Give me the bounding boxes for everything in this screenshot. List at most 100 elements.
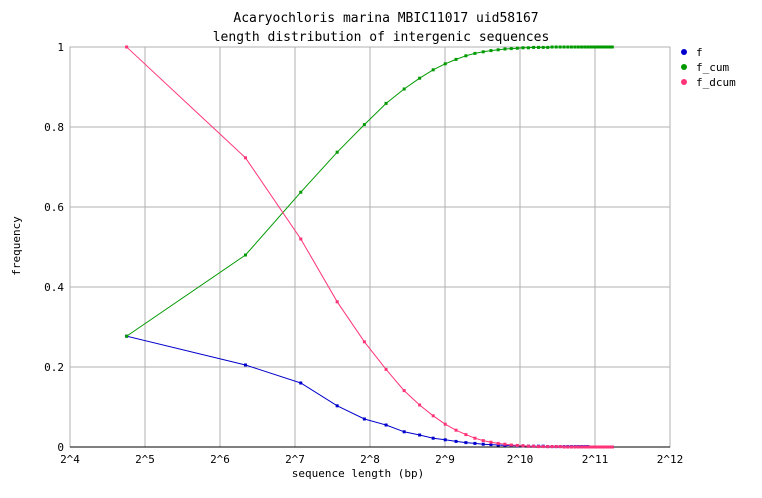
data-point-f_dcum [521, 444, 525, 448]
data-point-f_dcum [299, 237, 303, 241]
series-line-f_cum [126, 46, 613, 337]
data-point-f_cum [550, 45, 554, 49]
data-point-f_cum [125, 334, 129, 338]
grid [69, 46, 671, 448]
data-point-f_cum [431, 68, 435, 72]
data-point-f_cum [418, 76, 422, 80]
data-point-f_dcum [402, 389, 406, 393]
y-tick-label: 0.4 [44, 281, 64, 294]
series-group [125, 45, 614, 449]
data-point-f_cum [454, 57, 458, 61]
data-point-f_dcum [562, 445, 566, 449]
series-f_dcum [125, 45, 614, 449]
data-point-f_dcum [464, 433, 468, 437]
y-tick-label: 1 [57, 41, 64, 54]
series-line-f [126, 335, 613, 448]
data-point-f_dcum [489, 440, 493, 444]
data-point-f_cum [503, 47, 507, 51]
data-point-f_dcum [418, 403, 422, 407]
series-f [125, 334, 614, 449]
data-point-f_dcum [610, 445, 614, 449]
data-point-f_dcum [384, 367, 388, 371]
data-point-f_dcum [431, 414, 435, 418]
data-point-f_dcum [335, 300, 339, 304]
series-line-f_dcum [126, 46, 613, 448]
legend-marker-f_cum [681, 64, 687, 70]
data-point-f_dcum [515, 443, 519, 447]
x-axis-label: sequence length (bp) [292, 467, 424, 480]
y-tick-label: 0.2 [44, 361, 64, 374]
data-point-f_dcum [597, 445, 601, 449]
legend-marker-f [681, 49, 687, 55]
data-point-f_dcum [569, 445, 573, 449]
data-point-f_dcum [473, 436, 477, 440]
data-point-f [299, 381, 303, 385]
data-point-f [243, 363, 247, 367]
x-tick-label: 2^5 [135, 453, 155, 466]
data-point-f_cum [481, 50, 485, 54]
data-point-f_cum [573, 45, 577, 49]
x-tick-label: 2^10 [507, 453, 534, 466]
y-tick-label: 0.8 [44, 121, 64, 134]
legend-label-f_dcum: f_dcum [696, 76, 736, 89]
data-point-f_dcum [362, 340, 366, 344]
data-point-f_cum [586, 45, 590, 49]
y-tick-labels: 0 0.2 0.4 0.6 0.8 1 [44, 41, 64, 454]
data-point-f_cum [362, 123, 366, 127]
data-point-f_cum [608, 45, 612, 49]
y-tick-label: 0 [57, 441, 64, 454]
data-point-f_cum [554, 45, 558, 49]
data-point-f_cum [299, 190, 303, 194]
data-point-f_cum [496, 48, 500, 52]
legend: f f_cum f_dcum [681, 46, 736, 89]
data-point-f_dcum [586, 445, 590, 449]
data-point-f_dcum [454, 428, 458, 432]
x-tick-labels: 2^4 2^5 2^6 2^7 2^8 2^9 2^10 2^11 2^12 [60, 453, 683, 466]
data-point-f_dcum [243, 156, 247, 160]
data-point-f_dcum [546, 445, 550, 449]
data-point-f_dcum [576, 445, 580, 449]
data-point-f_dcum [566, 445, 570, 449]
data-point-f_cum [443, 62, 447, 66]
data-point-f [489, 443, 493, 447]
data-point-f_cum [558, 45, 562, 49]
data-point-f_cum [566, 45, 570, 49]
data-point-f_cum [384, 101, 388, 105]
data-point-f_cum [464, 54, 468, 58]
data-point-f [431, 436, 435, 440]
data-point-f_cum [562, 45, 566, 49]
data-point-f_cum [532, 45, 536, 49]
data-point-f [384, 423, 388, 427]
data-point-f_dcum [589, 445, 593, 449]
data-point-f_cum [610, 45, 614, 49]
data-point-f_cum [595, 45, 599, 49]
data-point-f_cum [589, 45, 593, 49]
data-point-f_dcum [481, 439, 485, 443]
data-point-f [496, 443, 500, 447]
data-point-f_dcum [573, 445, 577, 449]
data-point-f_cum [335, 150, 339, 154]
data-point-f_cum [402, 87, 406, 91]
data-point-f_dcum [603, 445, 607, 449]
data-point-f_cum [546, 45, 550, 49]
x-tick-label: 2^6 [210, 453, 230, 466]
data-point-f_cum [509, 47, 513, 51]
x-tick-label: 2^12 [657, 453, 684, 466]
data-point-f_cum [580, 45, 584, 49]
chart-title: Acaryochloris marina MBIC11017 uid58167 [233, 11, 538, 26]
data-point-f_cum [583, 45, 587, 49]
data-point-f [402, 430, 406, 434]
data-point-f [481, 442, 485, 446]
data-point-f [362, 417, 366, 421]
data-point-f_dcum [443, 422, 447, 426]
data-point-f_dcum [595, 445, 599, 449]
data-point-f_cum [526, 46, 530, 50]
data-point-f_cum [576, 45, 580, 49]
data-point-f_dcum [592, 445, 596, 449]
data-point-f_dcum [125, 45, 129, 49]
data-point-f_dcum [541, 445, 545, 449]
data-point-f_cum [541, 45, 545, 49]
legend-marker-f_dcum [681, 79, 687, 85]
data-point-f_dcum [526, 444, 530, 448]
